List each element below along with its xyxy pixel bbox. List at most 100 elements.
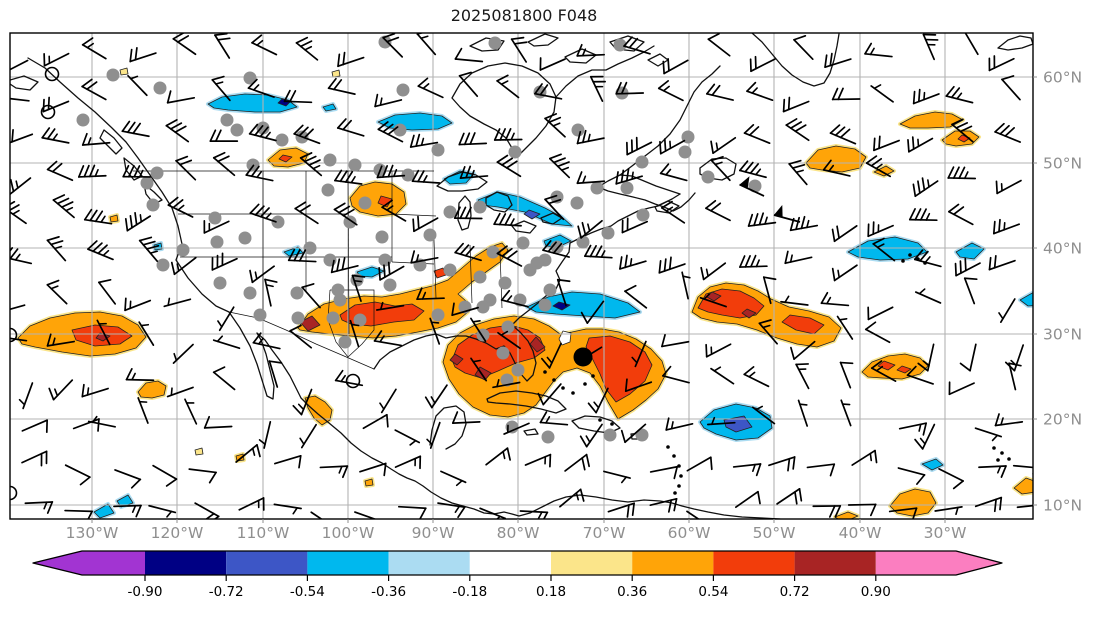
wind-barb-tick [171, 123, 182, 129]
wind-barb-tick [831, 464, 835, 475]
wind-barb-shaft [616, 93, 643, 94]
wind-barb-shaft [898, 468, 924, 475]
wind-barb [215, 34, 230, 58]
wind-barb-tick [84, 166, 89, 177]
wind-barb-halftick [305, 47, 311, 50]
wind-barb [212, 253, 237, 270]
wind-barb-shaft [923, 35, 934, 60]
wind-barb-shaft [246, 175, 272, 181]
wind-barb-tick [540, 412, 546, 422]
wind-barb-halftick [707, 269, 708, 276]
wind-barb [796, 364, 808, 388]
station-dot [517, 237, 530, 250]
station-dot [679, 146, 692, 159]
coastline [998, 36, 1033, 50]
wind-barb-tick [833, 269, 835, 281]
wind-barb-tick [626, 379, 627, 391]
wind-barb-tick [299, 456, 301, 468]
station-dot [542, 431, 555, 444]
wind-barb-tick [793, 165, 805, 168]
wind-barb-tick [497, 75, 508, 80]
wind-barb-tick [168, 198, 177, 206]
wind-barb [916, 289, 941, 303]
station-dot [359, 197, 372, 210]
wind-barb-shaft [577, 138, 603, 143]
station-dot [151, 167, 164, 180]
wind-barb [687, 457, 711, 470]
wind-barb-shaft [747, 91, 772, 100]
wind-barb-tick [453, 412, 458, 423]
wind-barb [214, 336, 240, 348]
wind-barb-tick [216, 130, 221, 141]
wind-barb-tick [416, 135, 419, 147]
wind-barb-tick [48, 502, 53, 513]
wind-barb [413, 171, 440, 183]
wind-barb [659, 257, 685, 273]
wind-barb-tick [176, 157, 187, 161]
wind-barb-shaft [375, 341, 402, 345]
wind-barb-halftick [255, 272, 256, 279]
island-speck [561, 386, 565, 390]
wind-barb-shaft [965, 278, 975, 303]
wind-barb-tick [301, 41, 312, 46]
colorbar-segment [470, 551, 551, 575]
coastline [620, 66, 720, 175]
lat-tick-label: 10°N [1043, 497, 1082, 515]
wind-barb-shaft [970, 344, 976, 370]
coastline [512, 221, 536, 233]
island-speck [996, 458, 1000, 462]
wind-barb-shaft [661, 173, 687, 180]
wind-barb [396, 456, 421, 468]
wind-barb-shaft [774, 215, 800, 222]
wind-barb-shaft [22, 451, 47, 462]
wind-barb-shaft [745, 133, 770, 143]
wind-barb-tick [269, 361, 281, 363]
wind-barb-tick [10, 249, 17, 258]
wind-barb-tick [512, 38, 524, 40]
wind-barb [874, 136, 899, 150]
wind-barb-shaft [545, 118, 565, 136]
wind-barb [871, 85, 893, 102]
wind-barb [338, 119, 364, 136]
wind-barb-shaft [868, 307, 892, 319]
wind-barb-tick [465, 133, 470, 144]
wind-barb-tick [300, 205, 310, 211]
wind-barb-shaft [540, 422, 567, 424]
wind-barb-halftick [919, 289, 924, 294]
station-dot [272, 216, 285, 229]
wind-barb-shaft [706, 208, 730, 220]
wind-barb-tick [711, 203, 720, 210]
wind-barb-tick [43, 100, 44, 112]
station-dot [107, 69, 120, 82]
wind-barb-shaft [360, 463, 386, 471]
wind-barb-tick [411, 135, 414, 147]
wind-barb-halftick [576, 493, 578, 500]
wind-barb-tick [960, 261, 961, 273]
wind-barb-halftick [354, 281, 361, 282]
wind-barb-tick [749, 215, 753, 226]
wind-barb-halftick [423, 84, 428, 89]
wind-barb-shaft [587, 424, 602, 446]
wind-barb-shaft [659, 88, 683, 100]
wind-barb-halftick [421, 36, 428, 38]
wind-barb [214, 153, 235, 175]
wind-barb-tick [989, 258, 990, 270]
wind-barb [965, 278, 977, 303]
wind-barb-tick [833, 229, 835, 241]
wind-barb-tick [81, 477, 90, 485]
wind-barb-halftick [827, 298, 830, 304]
wind-barb [47, 281, 66, 304]
wind-barb-tick [340, 171, 346, 181]
wind-barb-tick [751, 256, 756, 267]
wind-barb-halftick [546, 417, 549, 423]
wind-barb [44, 54, 68, 66]
wind-barb-tick [670, 257, 671, 269]
wind-barb-tick [665, 139, 666, 151]
wind-barb-shaft [663, 376, 689, 383]
wind-barb-shaft [54, 380, 73, 400]
wind-barb-shaft [239, 498, 263, 510]
wind-barb-shaft [785, 257, 811, 263]
wind-barb-tick [833, 88, 838, 99]
wind-barb [42, 128, 69, 143]
wind-barb-tick [389, 262, 390, 274]
